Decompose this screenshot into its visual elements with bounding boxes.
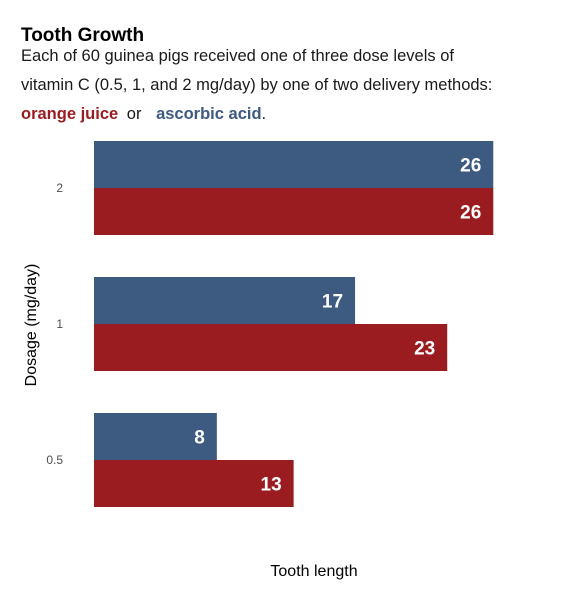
bar-value-label: 17 [322,292,343,313]
subtitle-line-2: vitamin C (0.5, 1, and 2 mg/day) by one … [21,76,493,94]
chart-title: Tooth Growth [21,25,145,46]
y-tick-label: 1 [56,317,63,331]
y-tick-label: 0.5 [46,453,63,467]
x-axis-label: Tooth length [270,563,357,580]
y-axis-ticks: 210.5 [46,181,63,467]
legend-orange-juice: orange juice [21,105,119,123]
bar-ascorbic-acid-0_5 [94,413,217,460]
subtitle-line-1: Each of 60 guinea pigs received one of t… [21,47,454,65]
subtitle-end: . [261,105,267,123]
bar-ascorbic-acid-1 [94,277,356,324]
bar-ascorbic-acid-2 [94,141,494,188]
bar-value-label: 26 [460,203,481,224]
bars-group: 26 26 17 23 8 13 [94,141,494,507]
y-tick-label: 2 [56,181,63,195]
bar-value-label: 13 [261,475,282,496]
subtitle-connector: or [126,105,142,123]
chart-subtitle: Each of 60 guinea pigs received one of t… [21,42,566,129]
bar-value-label: 26 [460,156,481,177]
bar-orange-juice-0_5 [94,460,294,507]
bar-orange-juice-1 [94,324,448,371]
legend-ascorbic-acid: ascorbic acid [156,105,262,123]
bar-orange-juice-2 [94,188,494,235]
y-axis-label: Dosage (mg/day) [23,264,40,387]
bar-value-label: 8 [194,428,205,449]
bar-value-label: 23 [414,339,435,360]
